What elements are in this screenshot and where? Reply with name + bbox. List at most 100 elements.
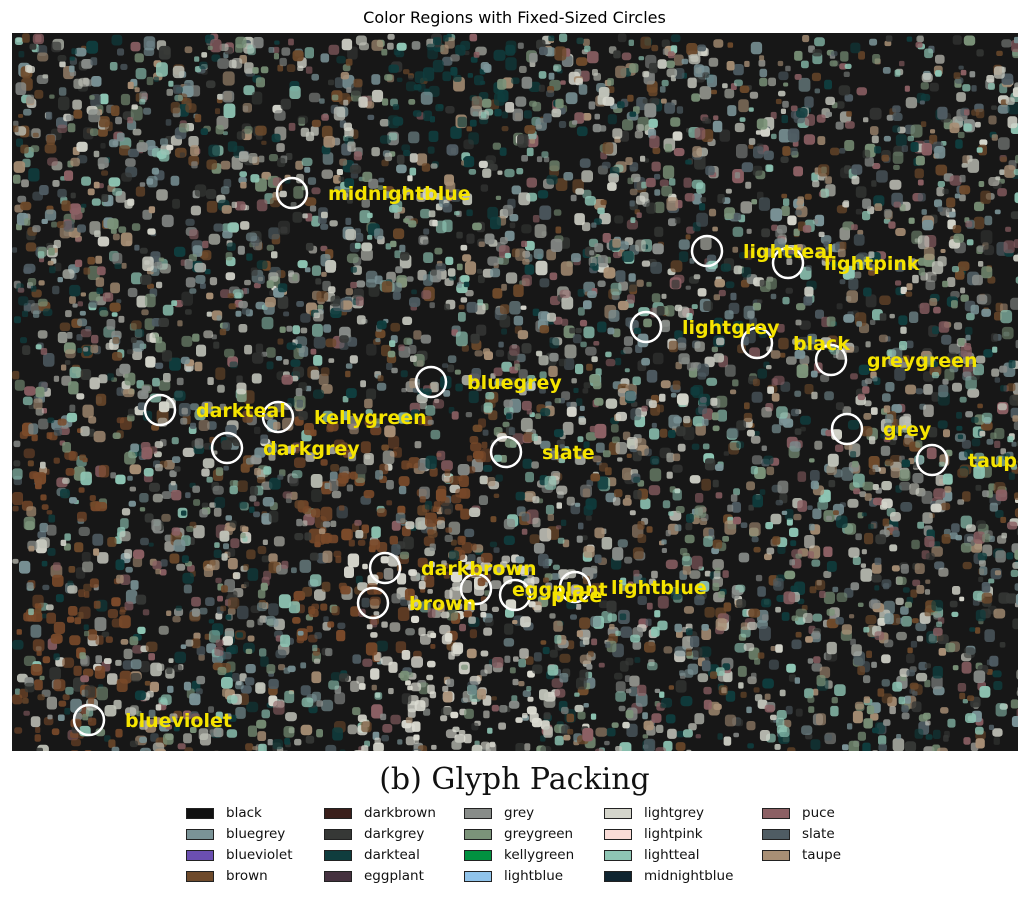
glyph-mark [753, 546, 761, 553]
glyph-mark [466, 126, 472, 132]
glyph-mark [389, 535, 398, 545]
glyph-mark [712, 120, 723, 133]
glyph-mark [746, 706, 752, 714]
glyph-mark [850, 373, 858, 380]
glyph-mark [51, 41, 62, 53]
glyph-mark [190, 727, 197, 733]
glyph-mark [646, 281, 652, 287]
glyph-mark [401, 144, 411, 152]
glyph-mark [393, 228, 405, 240]
glyph-mark [826, 464, 837, 475]
glyph-mark [275, 356, 283, 361]
glyph-mark [679, 670, 685, 676]
glyph-mark [699, 396, 707, 403]
glyph-mark [713, 39, 724, 48]
glyph-mark [625, 709, 634, 719]
glyph-mark [521, 240, 528, 247]
glyph-mark [119, 363, 131, 374]
glyph-mark [22, 345, 31, 355]
glyph-mark [506, 413, 512, 419]
glyph-mark [84, 685, 96, 698]
glyph-mark [183, 681, 192, 691]
glyph-mark [499, 705, 508, 713]
glyph-mark [173, 390, 186, 401]
glyph-mark [364, 398, 373, 409]
glyph-mark [217, 666, 227, 676]
glyph-mark [13, 120, 19, 127]
glyph-mark [327, 422, 339, 432]
glyph-mark [39, 522, 49, 533]
glyph-mark [764, 693, 771, 700]
glyph-mark [523, 432, 534, 443]
glyph-mark [124, 451, 136, 465]
glyph-mark [62, 477, 70, 484]
glyph-mark [260, 582, 268, 591]
glyph-mark [916, 35, 924, 43]
glyph-mark [865, 615, 877, 625]
glyph-mark [796, 107, 808, 118]
glyph-mark [862, 742, 871, 751]
glyph-mark [604, 740, 610, 746]
glyph-mark [123, 648, 133, 660]
glyph-mark [872, 163, 881, 170]
glyph-mark [444, 469, 451, 477]
glyph-mark [893, 201, 901, 208]
glyph-mark [78, 589, 86, 598]
glyph-mark [181, 407, 188, 415]
glyph-mark [676, 106, 684, 114]
glyph-mark [631, 173, 641, 183]
glyph-mark [200, 283, 206, 289]
glyph-mark [651, 713, 662, 723]
glyph-mark [957, 499, 965, 505]
glyph-mark [670, 45, 678, 54]
glyph-mark [818, 231, 825, 237]
glyph-mark [47, 417, 55, 424]
glyph-mark [627, 581, 634, 588]
glyph-mark [119, 531, 131, 542]
glyph-mark [102, 292, 114, 302]
glyph-mark [546, 174, 558, 185]
glyph-mark [989, 502, 998, 512]
glyph-mark [110, 228, 117, 234]
glyph-mark [775, 499, 783, 506]
glyph-mark [370, 632, 378, 638]
glyph-mark [500, 561, 508, 568]
glyph-mark [531, 461, 539, 469]
glyph-mark [879, 313, 887, 321]
glyph-mark [923, 384, 933, 395]
glyph-mark [914, 728, 924, 739]
glyph-mark [51, 221, 57, 228]
glyph-mark [288, 122, 296, 131]
glyph-mark [135, 186, 146, 197]
glyph-mark [678, 251, 689, 262]
glyph-mark [181, 555, 189, 563]
glyph-mark [755, 574, 763, 582]
glyph-mark [981, 592, 993, 604]
glyph-mark [53, 457, 60, 464]
glyph-mark [282, 417, 294, 431]
glyph-mark [766, 466, 775, 476]
glyph-mark [540, 440, 551, 449]
glyph-mark [75, 236, 82, 243]
glyph-mark [70, 192, 76, 199]
glyph-mark [207, 45, 213, 50]
glyph-mark [519, 65, 527, 73]
glyph-mark [881, 654, 891, 664]
glyph-mark [640, 36, 652, 49]
glyph-mark [826, 515, 832, 521]
glyph-mark [753, 687, 760, 693]
glyph-mark [995, 550, 1006, 563]
glyph-mark [99, 310, 109, 317]
glyph-mark [428, 210, 436, 218]
glyph-mark [223, 465, 229, 471]
glyph-mark [104, 705, 117, 717]
glyph-mark [18, 51, 25, 58]
glyph-mark [763, 248, 772, 258]
glyph-mark [627, 177, 634, 185]
glyph-mark [361, 524, 369, 534]
glyph-mark [651, 44, 659, 52]
glyph-mark [328, 680, 340, 690]
glyph-mark [971, 417, 979, 423]
glyph-mark [683, 426, 695, 441]
glyph-mark [944, 486, 952, 493]
